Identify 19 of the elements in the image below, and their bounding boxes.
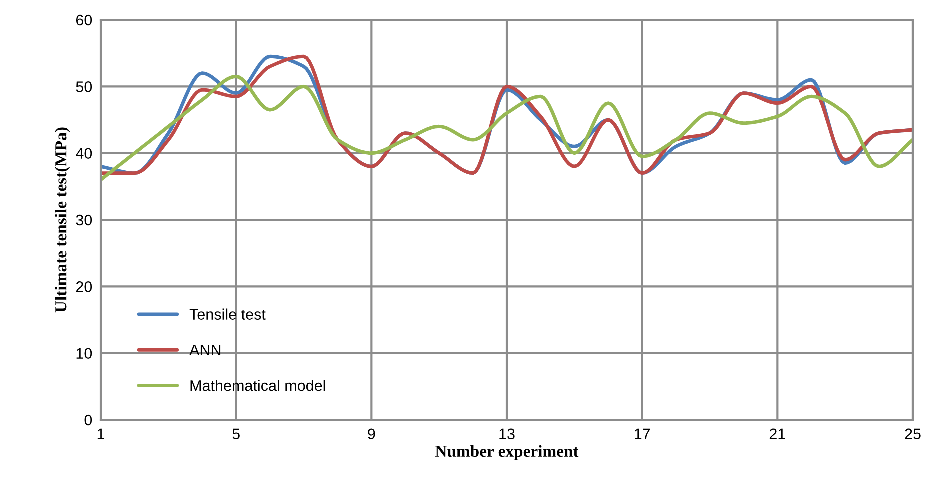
x-tick-label: 1 [98,428,105,440]
legend-label: Tensile test [190,308,266,320]
x-tick-label: 9 [368,428,376,440]
y-tick-label: 60 [76,14,92,26]
x-axis-title: Number experiment [435,445,579,460]
legend-label: ANN [190,344,221,356]
legend-label: Mathematical model [190,380,326,392]
x-tick-label: 13 [500,428,515,440]
x-tick-label: 5 [232,428,240,440]
x-tick-label: 17 [635,428,650,440]
y-tick-label: 10 [76,348,92,360]
x-tick-label: 21 [770,428,786,440]
y-tick-label: 50 [76,82,92,92]
y-tick-label: 0 [84,414,92,426]
y-tick-label: 30 [76,214,92,226]
y-tick-label: 40 [76,148,92,160]
y-axis-title: Ultimate tensile test(MPa) [55,128,70,313]
x-tick-label: 25 [905,428,921,440]
y-tick-label: 20 [76,282,92,292]
